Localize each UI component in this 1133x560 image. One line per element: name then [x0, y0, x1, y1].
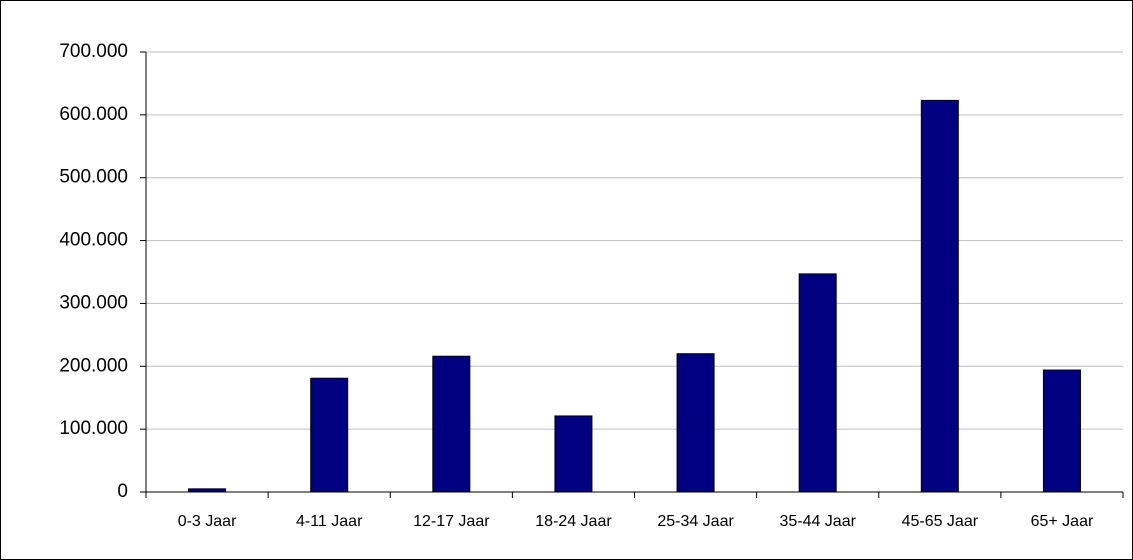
y-tick-label: 500.000 — [59, 167, 128, 188]
bar — [432, 355, 471, 493]
bar — [310, 377, 349, 493]
y-tick-label: 100.000 — [59, 418, 128, 439]
bar — [188, 488, 227, 493]
x-tick-label: 18-24 Jaar — [535, 513, 612, 530]
y-tick-label: 300.000 — [59, 292, 128, 313]
x-tick-label: 65+ Jaar — [1031, 513, 1094, 530]
y-tick-label: 600.000 — [59, 104, 128, 125]
bar — [798, 273, 837, 493]
bar — [676, 353, 715, 493]
bar — [920, 99, 959, 493]
y-tick-label: 400.000 — [59, 230, 128, 251]
x-tick-label: 12-17 Jaar — [413, 513, 490, 530]
bar — [554, 415, 593, 493]
x-tick-label: 4-11 Jaar — [296, 513, 363, 530]
y-tick-label: 700.000 — [59, 41, 128, 62]
x-tick-label: 0-3 Jaar — [178, 513, 237, 530]
x-tick-label: 45-65 Jaar — [902, 513, 979, 530]
y-tick-label: 0 — [117, 481, 128, 502]
y-tick-label: 200.000 — [59, 355, 128, 376]
x-tick-label: 25-34 Jaar — [657, 513, 734, 530]
x-tick-label: 35-44 Jaar — [779, 513, 856, 530]
bar — [1042, 369, 1081, 493]
